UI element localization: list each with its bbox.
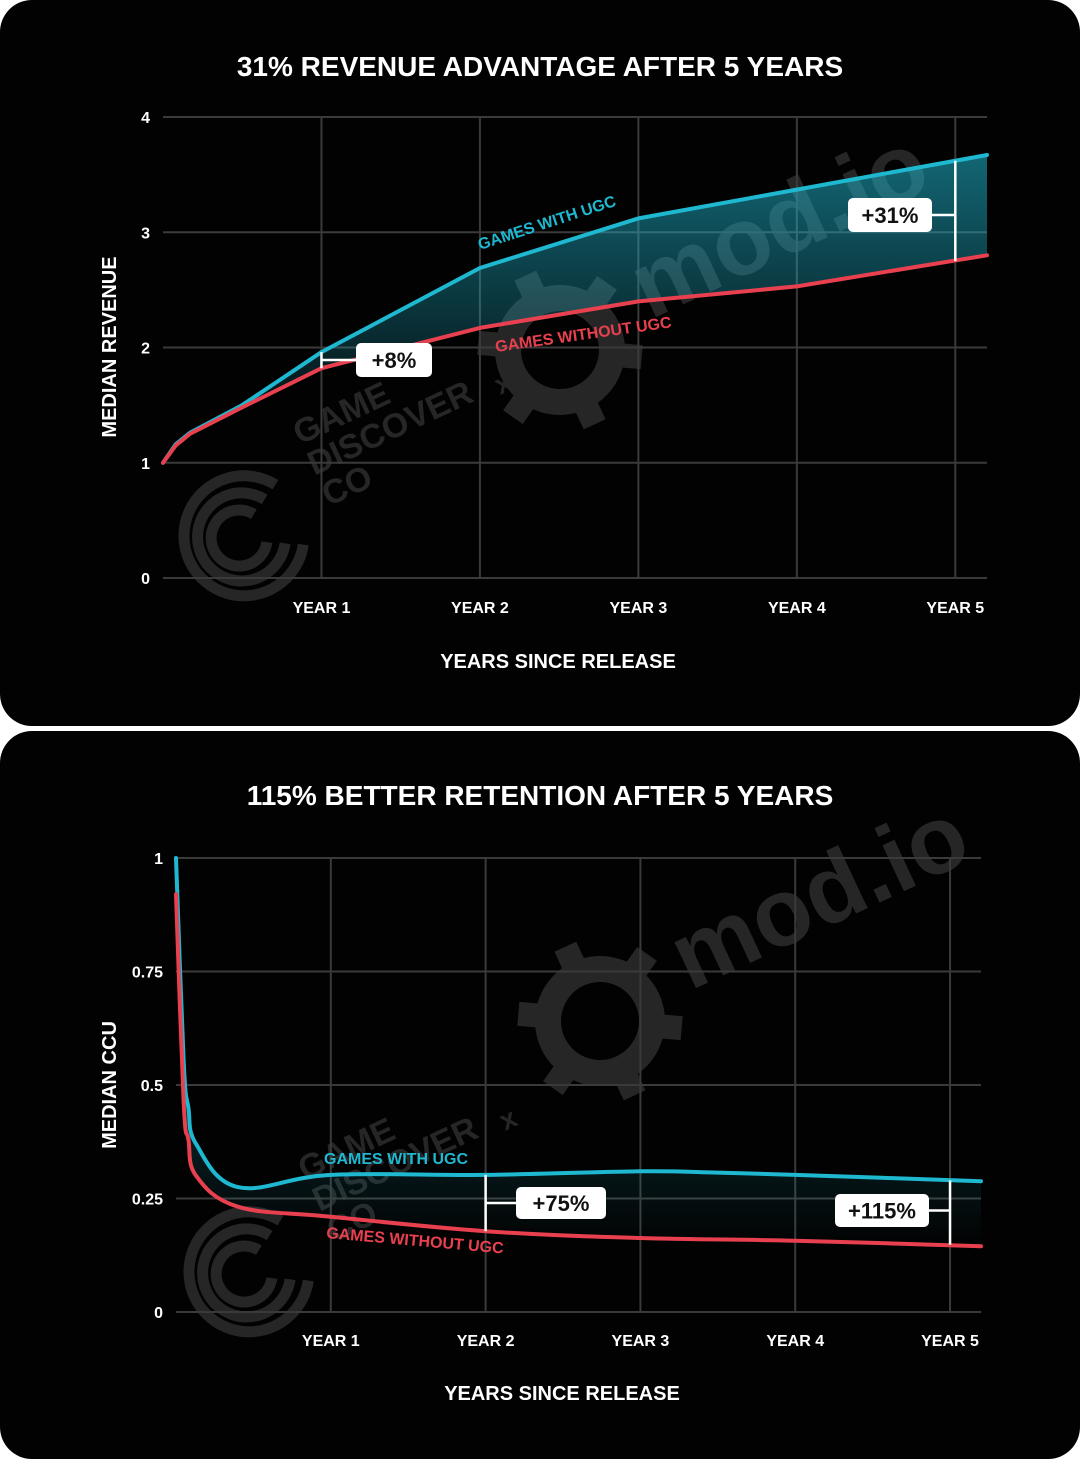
logo-arc <box>178 470 309 602</box>
y-tick-label: 0 <box>141 571 150 588</box>
chart-title: 31% REVENUE ADVANTAGE AFTER 5 YEARS <box>237 51 843 82</box>
series-line-without-ugc <box>174 892 983 1249</box>
x-tick-label: YEAR 3 <box>612 1333 670 1350</box>
chart-title: 115% BETTER RETENTION AFTER 5 YEARS <box>247 780 834 811</box>
x-tick-label: YEAR 5 <box>926 600 984 617</box>
gear-tooth <box>572 395 606 430</box>
annotation-badge <box>848 198 932 232</box>
gear-tooth <box>654 1013 683 1041</box>
x-tick-label: YEAR 3 <box>609 600 667 617</box>
gear-tooth <box>554 941 588 976</box>
y-tick-label: 0.5 <box>141 1078 163 1095</box>
retention-chart: 115% BETTER RETENTION AFTER 5 YEARS MEDI… <box>99 780 984 1405</box>
gear-tooth <box>477 330 506 358</box>
retention-chart-panel: 115% BETTER RETENTION AFTER 5 YEARS MEDI… <box>0 731 1080 1459</box>
annotation-bracket: +75% <box>484 1174 606 1232</box>
y-tick-label: 0.75 <box>132 965 163 982</box>
x-axis-title: YEARS SINCE RELEASE <box>444 1383 680 1405</box>
watermark-separator: x <box>494 1102 522 1137</box>
y-axis-title: MEDIAN REVENUE <box>99 256 121 437</box>
x-tick-label: YEAR 4 <box>768 600 826 617</box>
logo-arc <box>192 487 291 587</box>
logo-arc <box>183 1206 314 1338</box>
y-tick-label: 1 <box>154 851 163 868</box>
x-tick-label: YEAR 2 <box>451 600 509 617</box>
logo-arc <box>205 504 273 572</box>
gear-tooth <box>543 1059 578 1096</box>
annotation-badge <box>516 1187 606 1219</box>
y-tick-label: 2 <box>141 341 150 358</box>
annotation-bracket: +31% <box>848 160 957 262</box>
logo-arc <box>210 1240 278 1308</box>
gear-tooth <box>517 1001 546 1029</box>
revenue-chart-panel: 31% REVENUE ADVANTAGE AFTER 5 YEARS MEDI… <box>0 0 1080 726</box>
x-tick-label: YEAR 4 <box>766 1333 824 1350</box>
series-label-with-ugc: GAMES WITH UGC <box>324 1151 468 1168</box>
y-tick-label: 3 <box>141 225 150 242</box>
gear-tooth <box>614 342 643 370</box>
y-tick-label: 0.25 <box>132 1192 163 1209</box>
gear-ring <box>535 956 665 1086</box>
revenue-chart: 31% REVENUE ADVANTAGE AFTER 5 YEARS MEDI… <box>99 51 989 673</box>
logo-arc <box>197 1223 296 1323</box>
gamediscoverco-logo-icon <box>178 470 309 602</box>
x-tick-label: YEAR 1 <box>293 600 351 617</box>
annotation-badge <box>356 343 432 377</box>
annotation-badge-label: +31% <box>862 203 919 228</box>
y-tick-label: 0 <box>154 1305 163 1322</box>
annotation-badge-label: +8% <box>372 348 417 373</box>
y-axis-title: MEDIAN CCU <box>99 1021 121 1149</box>
y-tick-label: 1 <box>141 456 150 473</box>
x-tick-label: YEAR 2 <box>457 1333 515 1350</box>
x-tick-label: YEAR 1 <box>302 1333 360 1350</box>
gear-tooth <box>612 1066 646 1101</box>
gamediscoverco-logo-icon <box>183 1206 314 1338</box>
modio-gear-icon <box>517 941 683 1101</box>
series-line-with-ugc <box>174 856 983 1191</box>
annotation-badge-label: +75% <box>533 1191 590 1216</box>
grid <box>163 116 987 579</box>
x-tick-label: YEAR 5 <box>921 1333 979 1350</box>
watermark-brand-right: mod.io <box>654 780 984 1010</box>
x-axis-title: YEARS SINCE RELEASE <box>440 651 676 673</box>
annotation-bracket: +8% <box>320 343 432 377</box>
annotation-badge-label: +115% <box>848 1199 916 1224</box>
gear-tooth <box>503 388 538 425</box>
annotation-bracket: +115% <box>835 1180 952 1245</box>
y-tick-label: 4 <box>141 110 150 127</box>
annotation-badge <box>835 1194 929 1227</box>
fill-between-area <box>163 155 987 463</box>
